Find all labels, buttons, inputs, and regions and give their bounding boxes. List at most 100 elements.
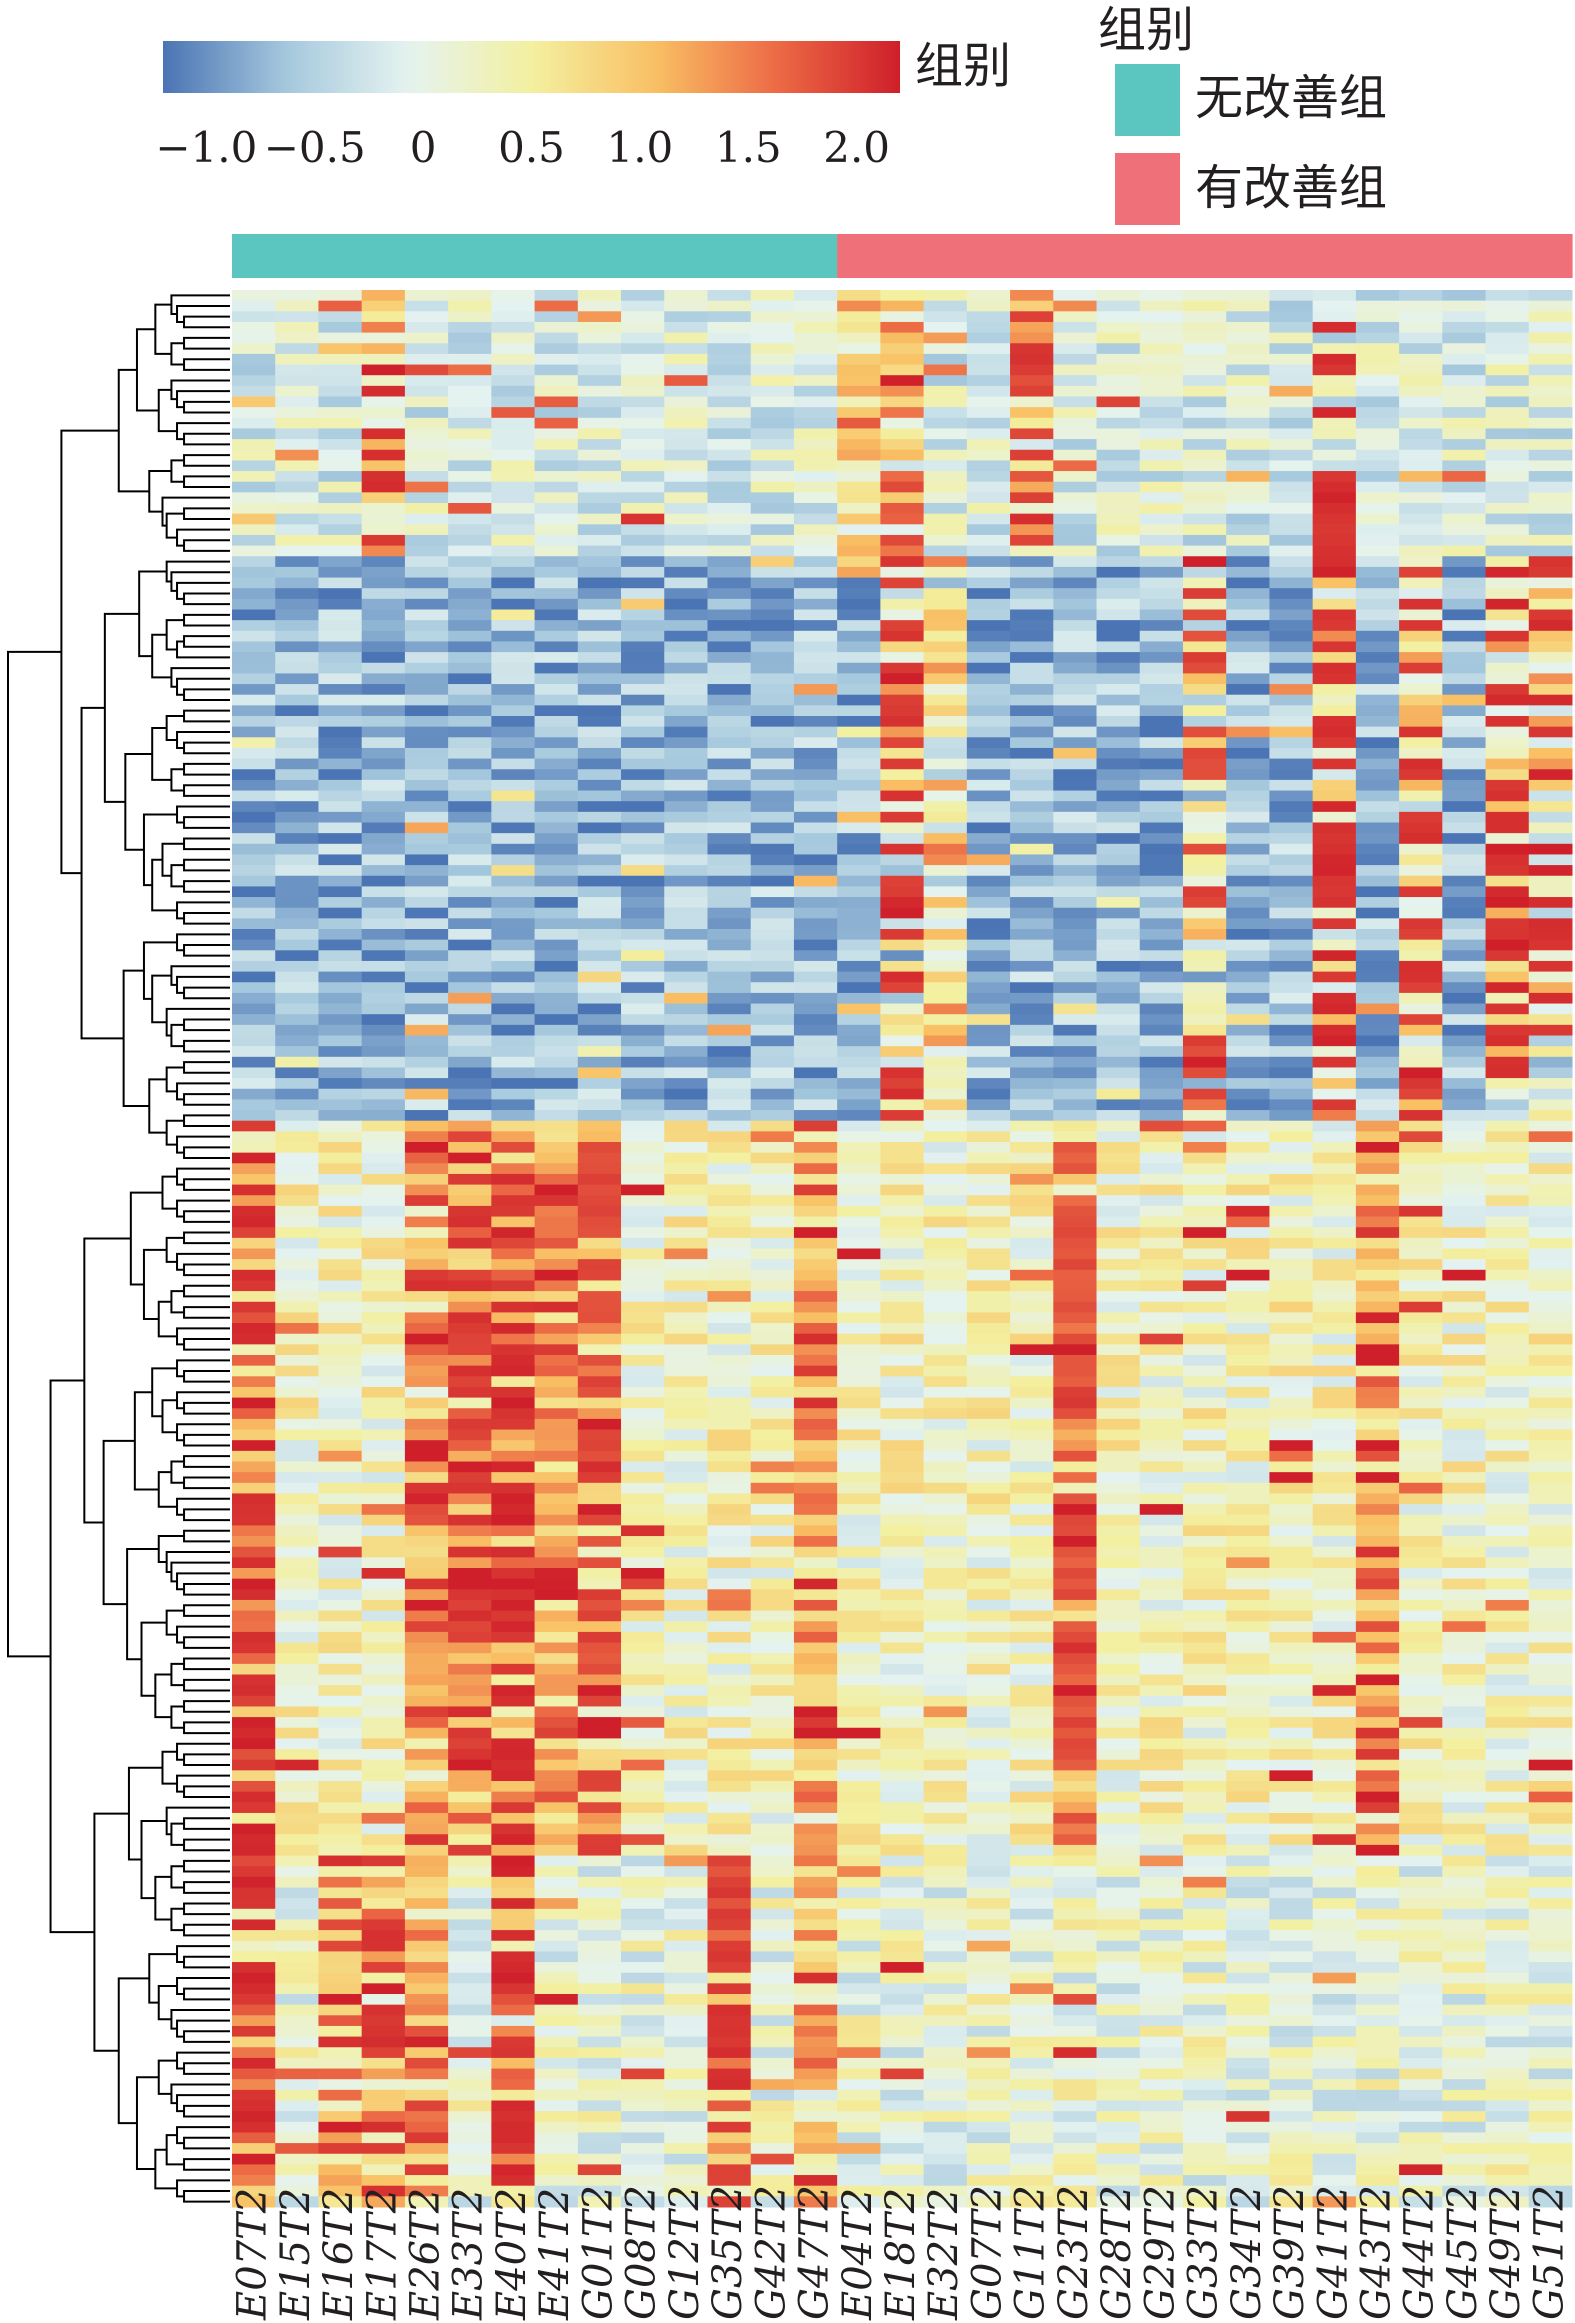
heatmap-cell: [318, 1898, 363, 1910]
heatmap-cell: [1226, 982, 1270, 994]
heatmap-cell: [750, 950, 795, 962]
heatmap-cell: [1485, 396, 1530, 408]
heatmap-cell: [621, 960, 665, 973]
heatmap-cell: [577, 1078, 622, 1090]
heatmap-cell: [1226, 950, 1270, 962]
heatmap-cell: [577, 1738, 622, 1750]
heatmap-cell: [966, 854, 1011, 866]
heatmap-cell: [1096, 737, 1141, 749]
heatmap-cell: [880, 960, 925, 973]
heatmap-cell: [966, 1376, 1011, 1388]
heatmap-cell: [318, 1504, 363, 1516]
heatmap-cell: [664, 1450, 708, 1462]
heatmap-cell: [750, 1568, 795, 1580]
heatmap-cell: [621, 1067, 665, 1079]
heatmap-cell: [664, 1855, 708, 1867]
heatmap-cell: [534, 1621, 579, 1633]
heatmap-cell: [361, 705, 406, 717]
heatmap-cell: [1485, 620, 1530, 632]
heatmap-cell: [361, 577, 406, 589]
heatmap-cell: [275, 694, 319, 706]
heatmap-cell: [1442, 1717, 1487, 1729]
heatmap-cell: [275, 662, 319, 674]
heatmap-cell: [1053, 1291, 1098, 1303]
heatmap-cell: [1010, 1237, 1054, 1249]
heatmap-cell: [1010, 1823, 1054, 1835]
heatmap-cell: [1442, 1844, 1487, 1857]
heatmap-cell: [404, 1440, 449, 1452]
heatmap-cell: [1010, 332, 1054, 344]
heatmap-cell: [1010, 1663, 1054, 1675]
heatmap-cell: [1010, 726, 1054, 738]
heatmap-cell: [793, 705, 838, 717]
heatmap-cell: [232, 300, 276, 312]
heatmap-cell: [577, 1546, 622, 1558]
heatmap-cell: [1399, 1386, 1443, 1399]
heatmap-cell: [880, 1812, 925, 1825]
heatmap-cell: [318, 375, 363, 387]
heatmap-cell: [621, 1078, 665, 1090]
heatmap-cell: [1226, 1429, 1270, 1441]
heatmap-cell: [880, 1706, 925, 1718]
heatmap-cell: [1139, 918, 1184, 930]
heatmap-cell: [923, 439, 968, 451]
heatmap-cell: [1226, 1237, 1270, 1249]
heatmap-cell: [621, 1749, 665, 1761]
heatmap-cell: [1182, 801, 1227, 813]
dendrogram-branch: [183, 1529, 230, 1543]
heatmap-cell: [404, 1386, 449, 1399]
heatmap-cell: [1053, 929, 1098, 941]
heatmap-cell: [707, 1280, 752, 1292]
heatmap-cell: [232, 1195, 276, 1207]
heatmap-cell: [664, 684, 708, 696]
heatmap-cell: [534, 1440, 579, 1452]
heatmap-cell: [1442, 300, 1487, 312]
heatmap-cell: [1312, 1482, 1357, 1494]
heatmap-cell: [923, 1493, 968, 1505]
heatmap-cell: [1312, 566, 1357, 579]
heatmap-cell: [923, 1344, 968, 1356]
heatmap-cell: [1399, 1812, 1443, 1825]
heatmap-cell: [232, 971, 276, 983]
heatmap-cell: [1528, 1653, 1573, 1665]
heatmap-cell: [1010, 534, 1054, 547]
heatmap-cell: [1355, 1717, 1400, 1729]
heatmap-cell: [1269, 1514, 1314, 1526]
heatmap-cell: [491, 886, 536, 898]
heatmap-cell: [1010, 1493, 1054, 1505]
heatmap-cell: [1226, 1514, 1270, 1526]
heatmap-cell: [837, 1110, 881, 1122]
heatmap-cell: [837, 364, 881, 376]
heatmap-cell: [1399, 1355, 1443, 1367]
heatmap-cell: [966, 1685, 1011, 1697]
heatmap-cell: [750, 1450, 795, 1462]
heatmap-cell: [232, 460, 276, 472]
heatmap-cell: [1226, 684, 1270, 696]
heatmap-cell: [750, 1088, 795, 1100]
heatmap-cell: [404, 1184, 449, 1196]
heatmap-cell: [621, 1056, 665, 1068]
heatmap-cell: [664, 577, 708, 589]
heatmap-cell: [837, 652, 881, 664]
dendrogram-branch: [133, 1391, 159, 1491]
heatmap-cell: [621, 918, 665, 930]
dendrogram-branch: [148, 1078, 167, 1134]
heatmap-cell: [577, 673, 622, 685]
heatmap-cell: [448, 1781, 492, 1793]
heatmap-cell: [1442, 609, 1487, 621]
heatmap-cell: [1053, 1003, 1098, 1015]
heatmap-cell: [1528, 1674, 1573, 1686]
dendrogram-branch: [161, 842, 185, 877]
heatmap-cell: [577, 950, 622, 962]
heatmap-cell: [1442, 1727, 1487, 1739]
heatmap-cell: [1312, 1269, 1357, 1281]
heatmap-cell: [1399, 1024, 1443, 1036]
heatmap-cell: [534, 779, 579, 792]
heatmap-cell: [1399, 1344, 1443, 1356]
heatmap-cell: [750, 1578, 795, 1590]
heatmap-cell: [664, 1589, 708, 1601]
heatmap-cell: [1312, 918, 1357, 930]
heatmap-cell: [1053, 481, 1098, 493]
heatmap-cell: [1226, 471, 1270, 483]
heatmap-cell: [534, 865, 579, 877]
